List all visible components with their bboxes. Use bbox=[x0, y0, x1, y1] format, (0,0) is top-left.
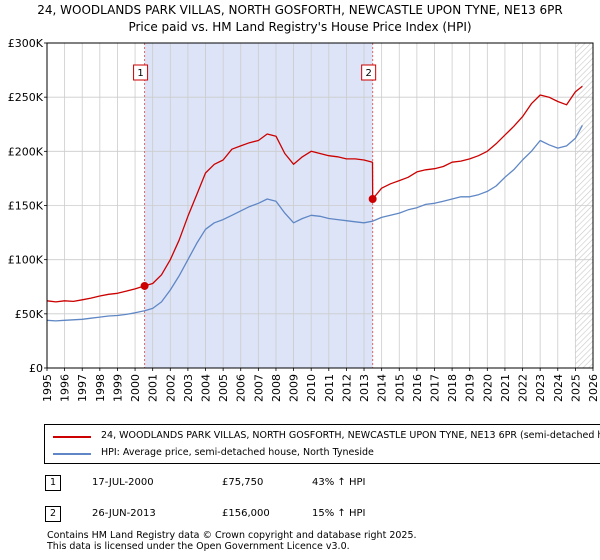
transaction-number-badge: 2 bbox=[45, 506, 61, 522]
transaction-price: £75,750 bbox=[222, 477, 264, 488]
sale-marker-box-2 bbox=[361, 64, 377, 81]
legend-line-hpi bbox=[53, 453, 91, 455]
x-tick-label: 1997 bbox=[76, 374, 89, 402]
x-tick-label: 2017 bbox=[428, 374, 441, 402]
x-tick-label: 2003 bbox=[182, 374, 195, 402]
transaction-row-1: 1 17-JUL-2000 £75,750 43% ↑ HPI bbox=[40, 475, 580, 495]
x-tick-label: 2023 bbox=[534, 374, 547, 402]
x-tick-label: 2015 bbox=[393, 374, 406, 402]
y-tick-label: £300K bbox=[8, 37, 44, 50]
x-tick-label: 2024 bbox=[552, 374, 565, 402]
footer-copyright: Contains HM Land Registry data © Crown c… bbox=[47, 530, 417, 541]
x-tick-label: 2026 bbox=[587, 374, 600, 402]
x-tick-label: 2010 bbox=[305, 374, 318, 402]
transaction-date: 17-JUL-2000 bbox=[92, 477, 154, 488]
x-tick-label: 1998 bbox=[94, 374, 107, 402]
legend-line-property bbox=[53, 436, 91, 438]
sale-marker-label: 1 bbox=[137, 68, 143, 79]
legend-label-hpi: HPI: Average price, semi-detached house,… bbox=[101, 447, 374, 458]
x-tick-label: 2001 bbox=[147, 374, 160, 402]
sale-marker-box-1 bbox=[133, 64, 149, 81]
chart-legend: 24, WOODLANDS PARK VILLAS, NORTH GOSFORT… bbox=[44, 424, 600, 464]
x-tick-label: 2008 bbox=[270, 374, 283, 402]
footer-licence: This data is licensed under the Open Gov… bbox=[47, 541, 350, 552]
hpi-series-line bbox=[46, 124, 583, 322]
x-tick-label: 2004 bbox=[200, 374, 213, 402]
x-tick-label: 2022 bbox=[517, 374, 530, 402]
sale-marker-label: 2 bbox=[365, 68, 371, 79]
x-tick-label: 2025 bbox=[569, 374, 582, 402]
y-tick-label: £150K bbox=[8, 200, 44, 213]
x-tick-label: 2005 bbox=[217, 374, 230, 402]
property-price-series-line bbox=[46, 85, 583, 303]
transaction-row-2: 2 26-JUN-2013 £156,000 15% ↑ HPI bbox=[40, 506, 580, 526]
transaction-hpi-change: 43% ↑ HPI bbox=[312, 477, 366, 488]
x-tick-label: 2016 bbox=[411, 374, 424, 402]
y-tick-label: £0 bbox=[29, 362, 43, 375]
x-tick-label: 2007 bbox=[252, 374, 265, 402]
legend-label-property: 24, WOODLANDS PARK VILLAS, NORTH GOSFORT… bbox=[101, 430, 600, 441]
x-tick-label: 2018 bbox=[446, 374, 459, 402]
x-tick-label: 2021 bbox=[499, 374, 512, 402]
transaction-hpi-change: 15% ↑ HPI bbox=[312, 508, 366, 519]
chart-title-address: 24, WOODLANDS PARK VILLAS, NORTH GOSFORT… bbox=[37, 3, 563, 17]
x-tick-label: 1999 bbox=[111, 374, 124, 402]
y-tick-label: £50K bbox=[15, 308, 44, 321]
x-tick-label: 1995 bbox=[41, 374, 54, 402]
price-chart: £0 £50K £100K £150K £200K £250K £300K 1995 1996 1… bbox=[8, 37, 600, 402]
x-tick-label: 2006 bbox=[235, 374, 248, 402]
x-tick-label: 2000 bbox=[129, 374, 142, 402]
x-tick-label: 2020 bbox=[481, 374, 494, 402]
y-tick-label: £250K bbox=[8, 91, 44, 104]
x-tick-label: 2011 bbox=[323, 374, 336, 402]
x-tick-label: 2012 bbox=[340, 374, 353, 402]
x-tick-label: 2014 bbox=[376, 374, 389, 402]
x-tick-label: 2002 bbox=[164, 374, 177, 402]
chart-subtitle: Price paid vs. HM Land Registry's House … bbox=[128, 20, 472, 34]
sale-point-2 bbox=[368, 195, 377, 203]
transaction-date: 26-JUN-2013 bbox=[92, 508, 156, 519]
x-tick-label: 2019 bbox=[464, 374, 477, 402]
plot-frame bbox=[46, 42, 594, 369]
x-tick-label: 1996 bbox=[59, 374, 72, 402]
transaction-price: £156,000 bbox=[222, 508, 270, 519]
x-tick-label: 2009 bbox=[288, 374, 301, 402]
transaction-number-badge: 1 bbox=[45, 475, 61, 491]
y-tick-label: £200K bbox=[8, 145, 44, 158]
x-tick-label: 2013 bbox=[358, 374, 371, 402]
sale-point-1 bbox=[140, 281, 149, 290]
y-tick-label: £100K bbox=[8, 254, 44, 267]
